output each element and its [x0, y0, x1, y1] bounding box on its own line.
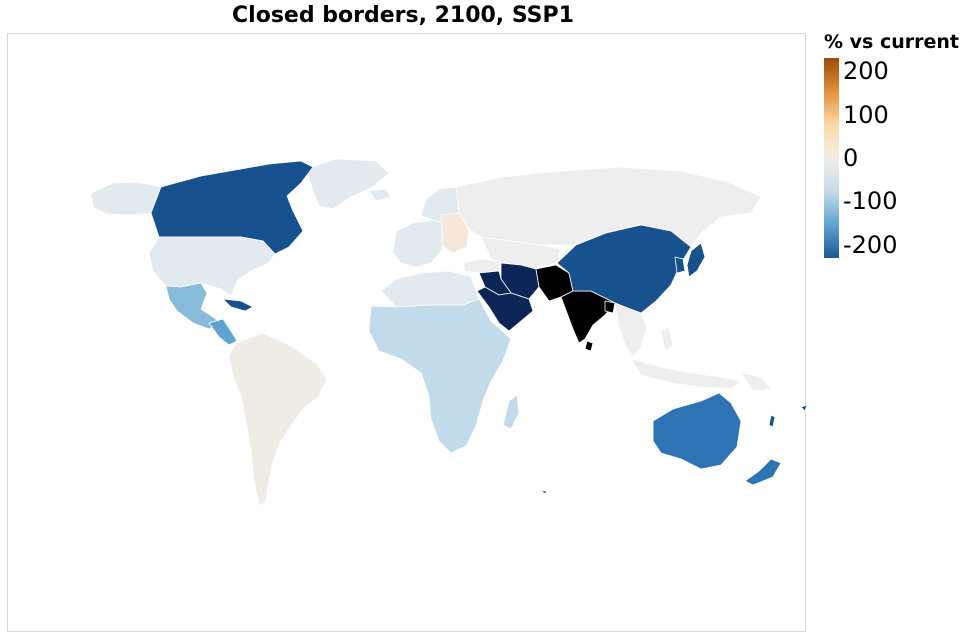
map-frame	[7, 33, 807, 632]
country-alaska[interactable]	[90, 181, 162, 216]
legend-tick-label: -100	[843, 187, 898, 216]
country-greenland[interactable]	[305, 158, 390, 210]
country-philippines[interactable]	[660, 326, 674, 352]
country-pacific-islands[interactable]	[540, 404, 807, 495]
country-png[interactable]	[740, 372, 772, 392]
legend-tick-label: 0	[843, 144, 859, 172]
world-map	[90, 158, 807, 507]
country-mexico[interactable]	[165, 282, 222, 330]
country-indonesia[interactable]	[630, 358, 742, 390]
country-madagascar[interactable]	[502, 394, 520, 430]
country-sri-lanka[interactable]	[584, 340, 594, 352]
country-iceland[interactable]	[368, 188, 392, 202]
legend-title: % vs current	[824, 31, 959, 53]
legend-tick-label: 200	[843, 57, 889, 86]
country-cuba[interactable]	[222, 298, 254, 312]
country-japan[interactable]	[686, 242, 706, 278]
country-western-europe[interactable]	[392, 214, 448, 268]
legend-color-bar	[824, 58, 839, 258]
country-sub-saharan-africa[interactable]	[368, 298, 512, 454]
map-title: Closed borders, 2100, SSP1	[232, 3, 574, 28]
legend-tick-label: -200	[843, 230, 898, 259]
country-usa[interactable]	[148, 236, 276, 297]
country-mongolia-china[interactable]	[556, 224, 692, 314]
country-southeast-asia[interactable]	[614, 302, 648, 358]
country-arabian-peninsula[interactable]	[476, 286, 534, 332]
country-south-america[interactable]	[228, 332, 328, 507]
country-turkey[interactable]	[462, 258, 502, 274]
legend-tick-label: 100	[843, 100, 889, 129]
country-north-africa[interactable]	[380, 270, 480, 308]
country-central-america[interactable]	[208, 318, 238, 346]
country-australia[interactable]	[652, 392, 742, 470]
country-new-zealand[interactable]	[744, 458, 782, 486]
country-korea[interactable]	[674, 256, 686, 274]
country-bangladesh[interactable]	[604, 300, 616, 314]
